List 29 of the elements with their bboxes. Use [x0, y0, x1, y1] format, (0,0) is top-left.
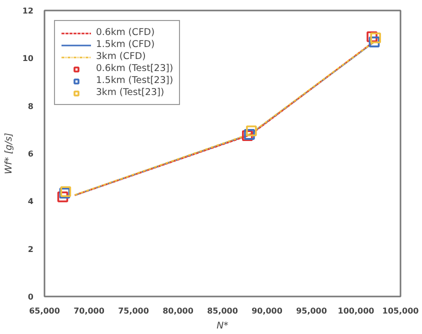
x-tick-label: 80,000: [162, 306, 194, 316]
point: [366, 31, 378, 42]
point: [57, 191, 68, 202]
y-tick-label: 4: [28, 197, 34, 206]
x-tick-label: 75,000: [118, 306, 150, 316]
y-tick-label: 10: [22, 54, 34, 64]
x-tick-label: 95,000: [296, 306, 328, 316]
x-tick-label: 85,000: [207, 306, 238, 316]
y-tick-label: 0: [28, 292, 34, 302]
x-tick-label: 90,000: [252, 306, 283, 316]
legend-label: 1.5km (CFD): [96, 39, 155, 50]
point: [370, 32, 381, 44]
y-tick-label: 6: [28, 150, 34, 158]
legend-label: 3km (Test[23]): [96, 87, 164, 98]
x-axis-title: N*: [216, 320, 229, 332]
y-tick-label: 12: [22, 6, 34, 16]
legend-label: 0.6km (CFD): [96, 27, 155, 38]
point: [368, 36, 380, 48]
x-tick-label: 65,000: [29, 306, 60, 316]
x-tick-label: 100,000: [338, 306, 375, 316]
y-tick-label: 8: [28, 102, 34, 111]
point: [246, 125, 257, 136]
y-tick-label: 2: [28, 244, 34, 254]
legend-label: 1.5km (Test[23]): [96, 75, 174, 86]
legend-label: 3km (CFD): [96, 51, 146, 62]
y-axis-title: Wf* [g/s]: [3, 132, 14, 174]
legend-label: 0.6km (Test[23]): [96, 63, 174, 74]
x-tick-label: 105,000: [382, 306, 420, 316]
x-tick-label: 70,000: [74, 306, 105, 316]
